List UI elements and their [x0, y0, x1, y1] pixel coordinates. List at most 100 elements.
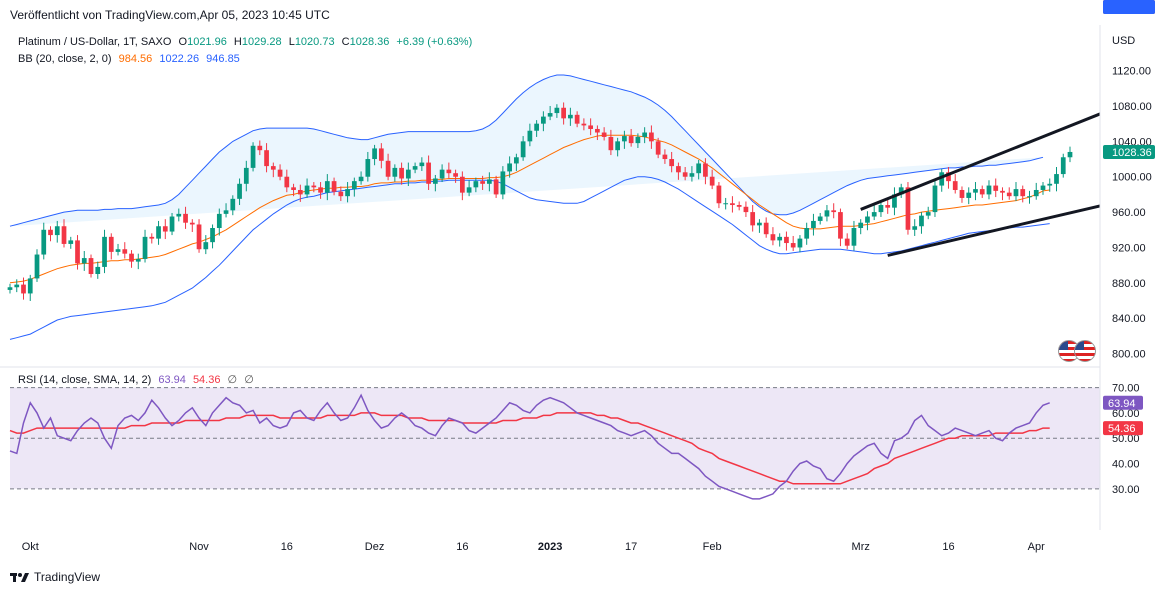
open-value: O1021.96: [178, 36, 227, 48]
candle-body: [426, 162, 431, 184]
main-legend[interactable]: Platinum / US-Dollar, 1T, SAXO O1021.96 …: [18, 36, 476, 48]
candle-body: [885, 205, 891, 208]
candle-body: [203, 242, 209, 250]
candle-body: [264, 150, 269, 167]
published-info: Veröffentlicht von TradingView.com,Apr 0…: [10, 8, 330, 22]
rsi-legend[interactable]: RSI (14, close, SMA, 14, 2) 63.94 54.36 …: [18, 373, 258, 386]
price-tick-label: 1000.00: [1112, 172, 1152, 184]
bb-legend[interactable]: BB (20, close, 2, 0) 984.56 1022.26 946.…: [18, 53, 244, 65]
trendline-lower: [887, 204, 1101, 257]
candle-body: [480, 181, 485, 184]
candle-body: [905, 187, 911, 230]
candle-body: [270, 166, 276, 170]
candle-body: [541, 116, 546, 124]
candle-body: [554, 107, 560, 114]
time-tick-label: Mrz: [852, 541, 870, 553]
candle-body: [750, 212, 756, 226]
candle-body: [351, 181, 357, 190]
candle-body: [223, 210, 229, 214]
price-tick-label: 800.00: [1112, 349, 1146, 361]
candle-body: [514, 157, 519, 164]
candle-body: [378, 148, 384, 161]
rsi-band: [10, 387, 1100, 489]
candle-body: [237, 183, 242, 199]
candle-body: [291, 187, 296, 190]
candle-body: [399, 167, 404, 179]
bb-lower-tag: 946.85: [1112, 0, 1146, 3]
candle-body: [1020, 189, 1026, 197]
price-pane: [7, 74, 1101, 340]
candle-body: [439, 169, 445, 179]
candle-body: [102, 236, 107, 267]
rsi-tick-label: 40.00: [1112, 459, 1140, 471]
rsi-ma-tag: 54.36: [1108, 423, 1136, 435]
candle-body: [898, 187, 904, 195]
candle-body: [797, 238, 803, 248]
candle-body: [284, 176, 290, 188]
candle-body: [595, 128, 600, 133]
candle-body: [210, 228, 215, 243]
candle-body: [730, 203, 735, 206]
us-flag-icon[interactable]: [1074, 340, 1096, 362]
candle-body: [986, 185, 992, 195]
candle-body: [7, 287, 13, 290]
candle-body: [48, 229, 53, 236]
time-tick-label: 2023: [538, 541, 562, 553]
tradingview-logo[interactable]: TradingView: [10, 570, 100, 584]
bb-fill: [10, 75, 1043, 227]
candle-body: [459, 176, 465, 193]
candle-body: [21, 284, 26, 294]
candle-body: [34, 254, 40, 279]
rsi-value: 63.94: [158, 374, 186, 386]
time-tick-label: 16: [281, 541, 293, 553]
candle-body: [412, 166, 418, 170]
candle-body: [601, 132, 607, 137]
tradingview-icon: [10, 573, 29, 582]
rsi-tick-label: 70.00: [1112, 383, 1140, 395]
bb-label: BB (20, close, 2, 0): [18, 53, 112, 65]
candle-body: [1054, 174, 1059, 184]
close-value: C1028.36: [341, 36, 390, 48]
rsi-tick-label: 60.00: [1112, 408, 1140, 420]
candle-body: [696, 163, 702, 174]
time-tick-label: Apr: [1028, 541, 1045, 553]
candle-body: [243, 167, 249, 184]
time-tick-label: Nov: [189, 541, 209, 553]
candle-body: [95, 266, 101, 274]
candle-body: [689, 173, 695, 177]
rsi-tick-label: 30.00: [1112, 484, 1140, 496]
time-tick-label: 16: [456, 541, 468, 553]
candle-body: [88, 258, 94, 274]
candle-body: [135, 258, 141, 262]
candle-body: [682, 172, 688, 177]
candle-body: [405, 169, 411, 179]
candle-body: [716, 185, 722, 204]
candle-body: [466, 187, 472, 193]
last-price-tag-bg: [1103, 144, 1155, 159]
candle-body: [392, 167, 398, 177]
bb-upper-line: [9, 74, 1044, 227]
candle-body: [757, 222, 762, 226]
na-value-2: ∅: [244, 374, 254, 386]
candle-body: [41, 229, 47, 255]
price-tick-label: 1120.00: [1112, 66, 1151, 78]
candle-body: [979, 189, 985, 195]
candle-body: [196, 224, 202, 250]
low-value: L1020.73: [288, 36, 335, 48]
candle-body: [790, 243, 796, 248]
rsi-ma-line: [9, 412, 1050, 485]
candle-body: [432, 178, 438, 184]
candle-body: [804, 228, 810, 239]
candle-body: [925, 212, 931, 216]
last-price-tag: 1028.36: [1112, 147, 1152, 159]
candle-body: [372, 148, 377, 160]
candle-body: [331, 181, 337, 192]
candle-body: [892, 194, 897, 208]
candle-body: [966, 192, 972, 198]
candle-body: [1027, 196, 1032, 198]
currency-label: USD: [1112, 35, 1136, 47]
candle-body: [142, 236, 148, 259]
candle-body: [608, 136, 614, 151]
candle-body: [851, 228, 857, 246]
